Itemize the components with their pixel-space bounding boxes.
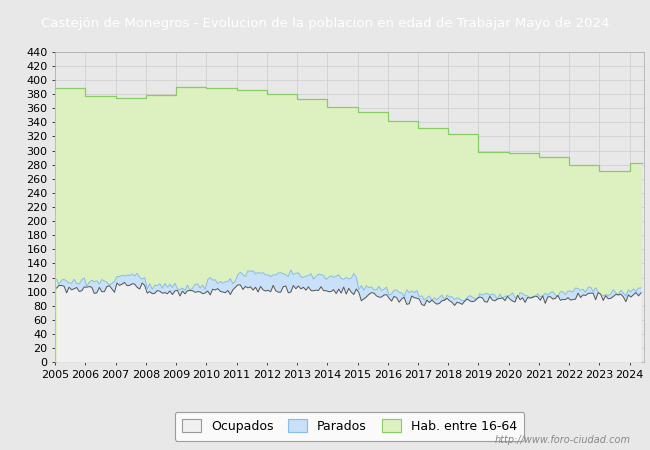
Legend: Ocupados, Parados, Hab. entre 16-64: Ocupados, Parados, Hab. entre 16-64	[175, 412, 524, 441]
Text: http://www.foro-ciudad.com: http://www.foro-ciudad.com	[495, 435, 630, 445]
Text: Castejón de Monegros - Evolucion de la poblacion en edad de Trabajar Mayo de 202: Castejón de Monegros - Evolucion de la p…	[41, 17, 609, 30]
